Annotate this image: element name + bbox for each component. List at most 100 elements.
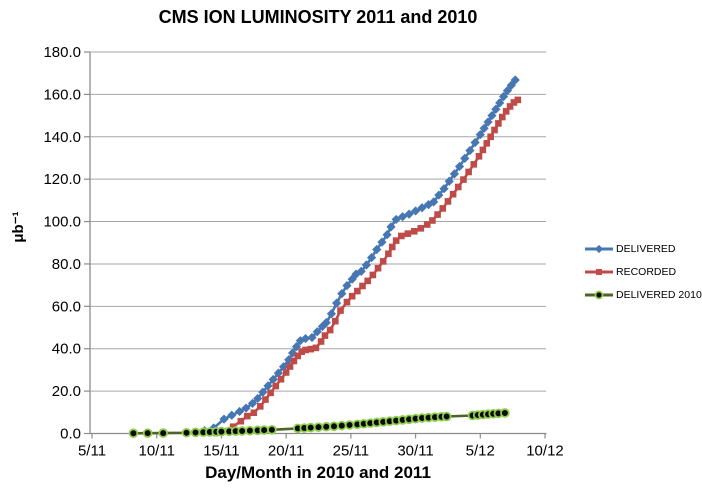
series-delivered-marker bbox=[278, 362, 289, 372]
series-recorded-marker bbox=[262, 396, 269, 403]
series-recorded-marker bbox=[343, 298, 351, 306]
series-delivered-2010-marker bbox=[216, 426, 227, 437]
legend-label-recorded: RECORDED bbox=[616, 266, 677, 278]
series-recorded-marker bbox=[506, 103, 514, 110]
series-delivered-marker bbox=[434, 190, 444, 200]
y-tick-label: 160.0 bbox=[43, 86, 81, 103]
series-recorded-marker bbox=[250, 409, 258, 417]
series-delivered-marker bbox=[460, 153, 470, 163]
series-delivered-marker bbox=[361, 260, 371, 270]
series-legend-recorded-marker bbox=[596, 269, 602, 275]
series-delivered-2010-marker bbox=[500, 408, 510, 418]
series-delivered-marker bbox=[444, 176, 454, 186]
y-tick-label: 20.0 bbox=[52, 383, 81, 400]
series-delivered-marker bbox=[487, 110, 497, 121]
legend-label-delivered: DELIVERED bbox=[616, 243, 676, 255]
series-recorded-marker bbox=[479, 146, 487, 154]
series-delivered-marker bbox=[410, 206, 421, 216]
series-delivered-marker bbox=[510, 75, 520, 85]
y-tick-label: 180.0 bbox=[43, 44, 81, 61]
series-recorded-marker bbox=[229, 423, 237, 431]
x-tick-label: 5/11 bbox=[78, 443, 106, 460]
series-delivered-2010-marker bbox=[128, 428, 139, 439]
series-delivered-2010-marker bbox=[313, 422, 324, 432]
series-delivered-marker bbox=[300, 333, 311, 344]
series-delivered-marker bbox=[404, 209, 414, 219]
series-recorded-marker bbox=[470, 161, 478, 168]
series-delivered-marker bbox=[273, 368, 283, 378]
series-delivered-marker bbox=[247, 398, 258, 409]
series-delivered-2010-marker bbox=[267, 424, 277, 435]
series-delivered-marker bbox=[356, 266, 366, 276]
series-delivered-marker bbox=[377, 237, 387, 247]
x-axis-title: Day/Month in 2010 and 2011 bbox=[205, 463, 431, 482]
x-tick-label: 10/12 bbox=[526, 443, 564, 460]
x-tick-label: 25/11 bbox=[333, 443, 369, 460]
series-delivered-marker bbox=[258, 387, 268, 397]
series-delivered-marker bbox=[342, 280, 352, 291]
series-recorded-marker bbox=[444, 198, 452, 205]
series-recorded-marker bbox=[348, 292, 356, 300]
series-recorded-marker bbox=[282, 369, 290, 376]
series-delivered-marker bbox=[317, 321, 327, 332]
series-recorded-marker bbox=[439, 205, 447, 212]
series-delivered-marker bbox=[312, 327, 322, 337]
series-delivered-marker bbox=[449, 169, 459, 179]
series-recorded-marker bbox=[294, 352, 302, 360]
series-delivered-marker bbox=[366, 252, 377, 263]
series-recorded-marker bbox=[498, 113, 506, 121]
series-recorded-marker bbox=[404, 230, 412, 237]
series-recorded-marker bbox=[337, 307, 344, 314]
series-delivered-marker bbox=[479, 123, 489, 133]
series-recorded-marker bbox=[417, 225, 425, 232]
series-recorded-marker bbox=[326, 326, 334, 334]
series-delivered-marker bbox=[491, 104, 501, 114]
x-tick-label: 30/11 bbox=[397, 443, 433, 460]
series-recorded-marker bbox=[460, 176, 467, 183]
x-tick-label: 5/12 bbox=[466, 443, 495, 460]
series-recorded-marker bbox=[307, 345, 315, 353]
series-recorded-marker bbox=[449, 190, 457, 198]
series-recorded-marker bbox=[317, 338, 325, 345]
series-delivered-2010-marker bbox=[441, 411, 452, 422]
series-delivered-marker bbox=[288, 348, 298, 358]
series-recorded-marker bbox=[385, 250, 392, 258]
series-recorded-marker bbox=[434, 211, 441, 218]
series-delivered-marker bbox=[429, 197, 439, 207]
series-recorded-marker bbox=[369, 271, 377, 279]
series-delivered-marker bbox=[454, 161, 465, 172]
series-delivered-marker bbox=[284, 355, 294, 365]
legend-label-delivered-2010: DELIVERED 2010 bbox=[616, 289, 702, 301]
series-recorded-marker bbox=[244, 412, 251, 420]
series-delivered-marker bbox=[241, 403, 251, 413]
y-tick-label: 80.0 bbox=[52, 256, 81, 273]
legend-item-recorded: RECORDED bbox=[584, 264, 702, 280]
series-delivered-marker bbox=[483, 117, 493, 127]
series-delivered-marker bbox=[382, 230, 392, 240]
series-recorded-marker bbox=[495, 120, 502, 127]
legend-item-delivered: DELIVERED bbox=[584, 241, 702, 257]
series-legend-delivered-marker bbox=[594, 244, 604, 254]
series-recorded-marker bbox=[364, 277, 371, 285]
series-recorded-marker bbox=[302, 346, 309, 354]
series-delivered-marker bbox=[502, 85, 513, 96]
series-delivered-marker bbox=[253, 393, 263, 404]
series-delivered-line bbox=[185, 78, 517, 435]
series-delivered-marker bbox=[263, 381, 273, 391]
series-recorded-marker bbox=[510, 99, 518, 106]
series-delivered-marker bbox=[234, 406, 245, 417]
series-recorded-marker bbox=[388, 243, 396, 251]
series-recorded-marker bbox=[267, 389, 274, 397]
series-delivered-marker bbox=[470, 137, 480, 148]
series-delivered-marker bbox=[398, 212, 408, 222]
series-delivered-2010-marker bbox=[344, 420, 355, 430]
series-recorded-marker bbox=[256, 403, 264, 410]
chart-title: CMS ION LUMINOSITY 2011 and 2010 bbox=[158, 7, 478, 27]
series-delivered-marker bbox=[337, 289, 347, 299]
series-delivered-marker bbox=[465, 145, 475, 156]
series-recorded-marker bbox=[398, 232, 405, 240]
legend-swatch-delivered bbox=[585, 244, 613, 254]
series-recorded-marker bbox=[237, 417, 245, 425]
